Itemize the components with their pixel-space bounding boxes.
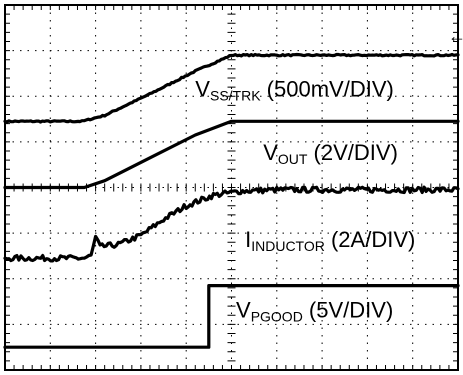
trace-label-subscript: SS/TRK [210, 87, 261, 103]
trace-label-scale: (5V/DIV) [303, 298, 393, 323]
trace-label-subscript: PGOOD [251, 309, 303, 325]
trace-label-subscript: INDUCTOR [251, 238, 325, 254]
trace-label-scale: (500mV/DIV) [261, 76, 394, 101]
trace-label-scale: (2V/DIV) [307, 140, 397, 165]
trace-label-symbol: V [263, 140, 278, 165]
trace-inductor [3, 185, 460, 263]
trace-ss-trk [3, 52, 460, 124]
trace-out [3, 119, 460, 190]
trace-labels: VSS/TRK (500mV/DIV)VOUT (2V/DIV)IINDUCTO… [195, 76, 415, 324]
trace-label-ss-trk: VSS/TRK (500mV/DIV) [195, 76, 394, 103]
trace-label-out: VOUT (2V/DIV) [263, 140, 398, 167]
channel-marker-arrow: ← [448, 26, 463, 46]
trace-label-symbol: V [195, 76, 210, 101]
trace-label-symbol: V [236, 298, 251, 323]
plot-border [4, 4, 459, 371]
trace-label-subscript: OUT [278, 151, 308, 167]
trace-label-inductor: IINDUCTOR (2A/DIV) [245, 227, 415, 254]
trace-pgood [3, 284, 460, 349]
trace-label-pgood: VPGOOD (5V/DIV) [236, 298, 393, 325]
trace-label-symbol: I [245, 227, 251, 252]
trace-label-scale: (2A/DIV) [325, 227, 415, 252]
trace-layer [3, 52, 460, 349]
